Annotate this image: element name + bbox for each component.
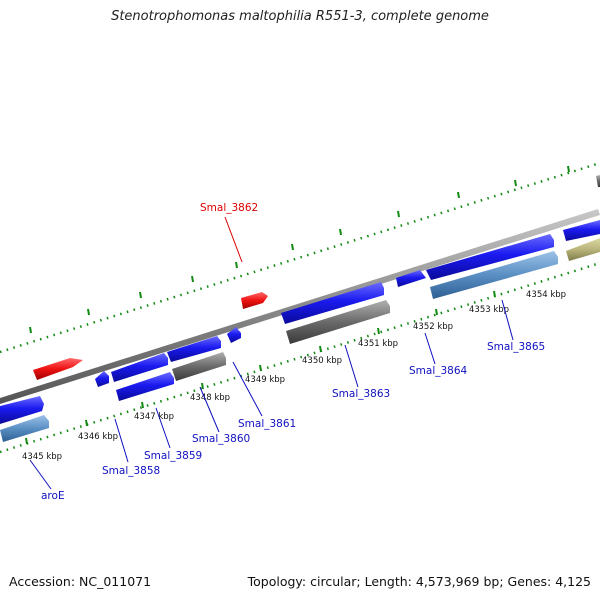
gene-label-smal-3862[interactable]: Smal_3862 [200,202,258,214]
cds-feature[interactable] [167,336,221,362]
cds-feature[interactable] [563,220,600,241]
trna-feature[interactable] [33,358,83,380]
lower-tick-row [0,261,600,454]
kbp-label: 4346 kbp [78,432,118,442]
cds-feature[interactable] [0,396,44,424]
accession-text: Accession: NC_011071 [9,574,152,589]
pseudo-feature[interactable] [596,175,600,187]
cds-feature[interactable] [111,353,168,382]
cds-feature[interactable] [281,282,384,324]
genome-backbone [0,209,600,404]
cds-feature[interactable] [116,372,174,401]
kbp-label: 4350 kbp [302,356,342,366]
cds-feature[interactable] [227,327,241,343]
kbp-label: 4354 kbp [526,290,566,300]
kbp-label: 4353 kbp [469,305,509,315]
gene-label-smal-3858[interactable]: Smal_3858 [102,465,160,477]
kbp-label: 4347 kbp [134,412,174,422]
gene-label-smal-3863[interactable]: Smal_3863 [332,388,390,400]
kbp-label: 4352 kbp [413,322,453,332]
gene-label-smal-3860[interactable]: Smal_3860 [192,433,250,445]
gene-label-smal-3861[interactable]: Smal_3861 [238,418,296,430]
gene-label-aroe[interactable]: aroE [41,490,65,502]
kbp-label: 4348 kbp [190,393,230,403]
kbp-label: 4345 kbp [22,452,62,462]
kbp-label: 4349 kbp [245,375,285,385]
label-leaders [29,216,514,490]
gene-label-smal-3865[interactable]: Smal_3865 [487,341,545,353]
gene-feature[interactable] [0,415,49,442]
cds-feature[interactable] [396,270,426,287]
kbp-label: 4351 kbp [358,339,398,349]
genome-title: Stenotrophomonas maltophilia R551-3, com… [111,9,489,24]
pseudo-feature[interactable] [286,300,390,344]
pseudo-feature[interactable] [172,352,226,381]
gene-label-smal-3859[interactable]: Smal_3859 [144,450,202,462]
genome-summary-text: Topology: circular; Length: 4,573,969 bp… [247,574,591,589]
cds-feature[interactable] [426,234,554,280]
other-feature[interactable] [566,238,600,261]
gene-feature[interactable] [430,251,558,299]
gene-label-smal-3864[interactable]: Smal_3864 [409,365,468,377]
trna-feature[interactable] [241,292,268,309]
major-ticks [25,165,570,445]
cds-feature[interactable] [95,371,109,387]
